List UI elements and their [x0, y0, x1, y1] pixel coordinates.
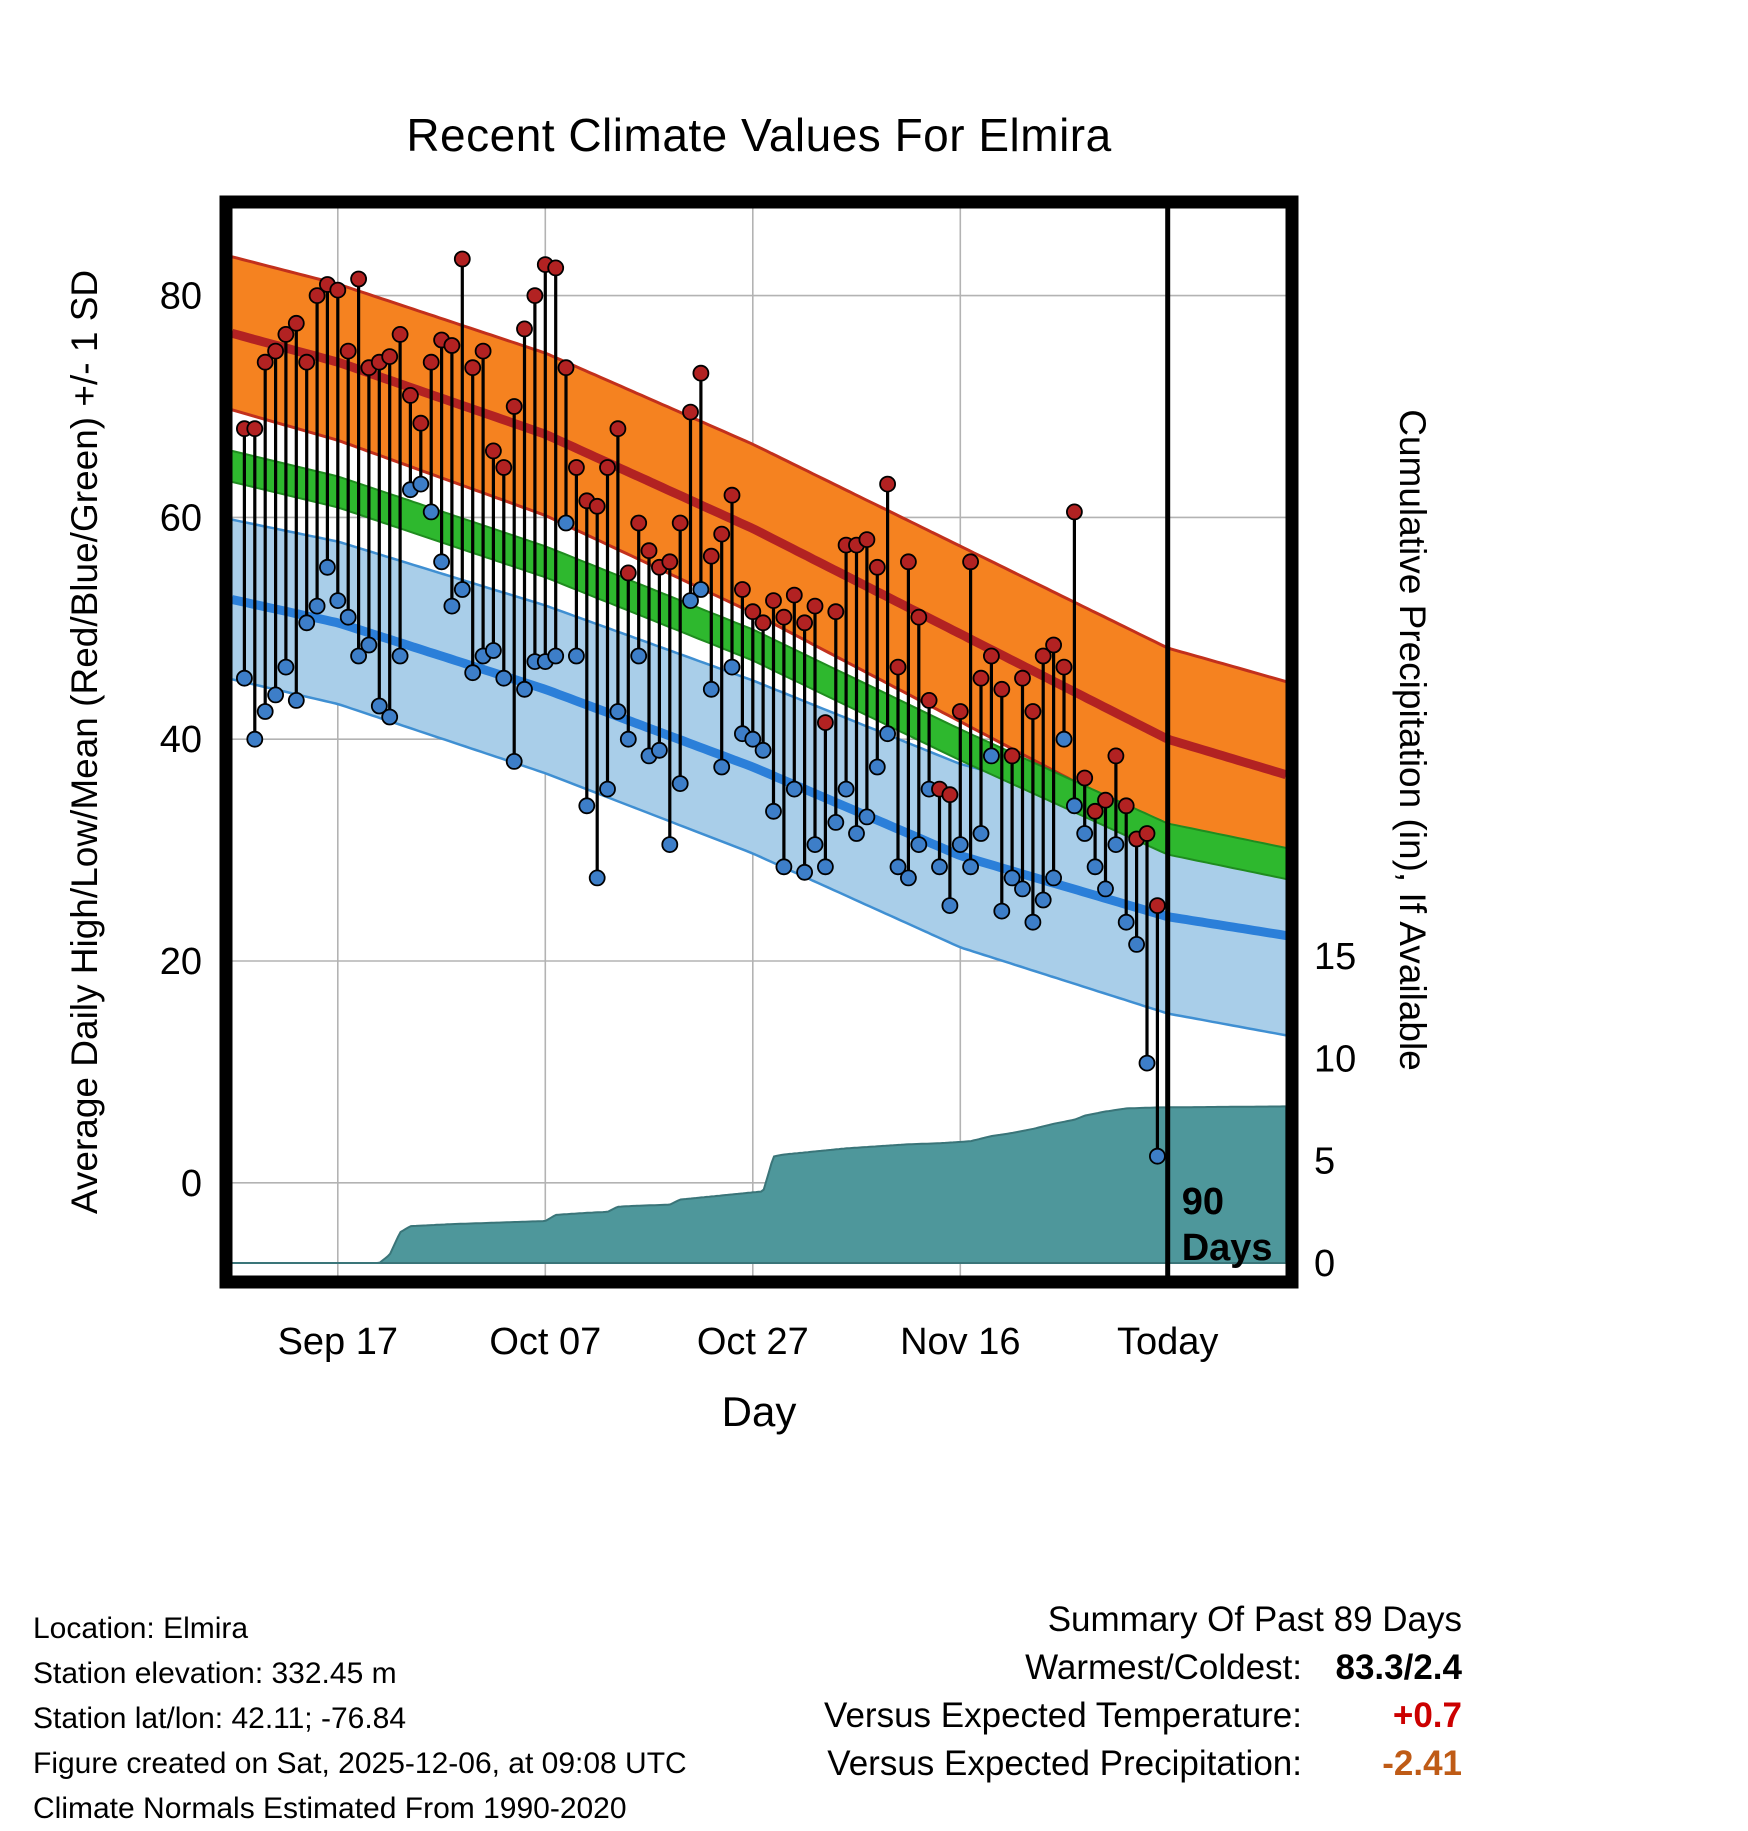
svg-text:Oct 27: Oct 27 — [697, 1321, 809, 1363]
station-info: Location: Elmira Station elevation: 332.… — [33, 1606, 687, 1831]
summary-label: Versus Expected Precipitation: — [827, 1744, 1302, 1783]
right-axis-label: Cumulative Precipitation (in), If Availa… — [1392, 409, 1433, 1071]
summary-value: +0.7 — [1392, 1696, 1462, 1735]
info-created: Figure created on Sat, 2025-12-06, at 09… — [33, 1747, 687, 1780]
svg-text:Oct 07: Oct 07 — [489, 1321, 601, 1363]
svg-text:10: 10 — [1314, 1038, 1356, 1080]
svg-text:Nov 16: Nov 16 — [900, 1321, 1020, 1363]
summary-label: Warmest/Coldest: — [1025, 1648, 1302, 1687]
info-normals: Climate Normals Estimated From 1990-2020 — [33, 1792, 627, 1825]
chart-title: Recent Climate Values For Elmira — [406, 109, 1112, 161]
svg-text:Days: Days — [1182, 1227, 1273, 1269]
svg-text:60: 60 — [160, 497, 202, 539]
info-latlon: Station lat/lon: 42.11; -76.84 — [33, 1702, 407, 1735]
svg-text:5: 5 — [1314, 1141, 1335, 1183]
svg-text:Today: Today — [1117, 1321, 1218, 1363]
summary-title: Summary Of Past 89 Days — [1047, 1600, 1462, 1639]
svg-text:80: 80 — [160, 276, 202, 318]
summary-row-warmest-coldest: Warmest/Coldest: 83.3/2.4 — [824, 1644, 1462, 1692]
summary-panel: Summary Of Past 89 Days Warmest/Coldest:… — [824, 1596, 1462, 1788]
svg-text:0: 0 — [181, 1163, 202, 1205]
svg-text:Sep 17: Sep 17 — [278, 1321, 398, 1363]
summary-value: 83.3/2.4 — [1335, 1648, 1463, 1687]
info-location: Location: Elmira — [33, 1612, 249, 1645]
svg-text:20: 20 — [160, 941, 202, 983]
summary-row-vs-temperature: Versus Expected Temperature: +0.7 — [824, 1692, 1462, 1740]
summary-label: Versus Expected Temperature: — [824, 1696, 1302, 1735]
x-axis-label: Day — [721, 1388, 797, 1435]
svg-text:40: 40 — [160, 719, 202, 761]
svg-text:15: 15 — [1314, 936, 1356, 978]
svg-text:0: 0 — [1314, 1243, 1335, 1285]
info-elevation: Station elevation: 332.45 m — [33, 1657, 397, 1690]
left-axis-label: Average Daily High/Low/Mean (Red/Blue/Gr… — [64, 269, 105, 1215]
summary-row-vs-precipitation: Versus Expected Precipitation: -2.41 — [824, 1740, 1462, 1788]
summary-value: -2.41 — [1382, 1744, 1462, 1783]
svg-text:90: 90 — [1182, 1181, 1224, 1223]
